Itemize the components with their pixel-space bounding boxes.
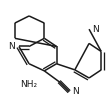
Text: N: N xyxy=(72,87,79,96)
Text: N: N xyxy=(92,25,99,34)
Text: N: N xyxy=(8,42,15,51)
Text: NH₂: NH₂ xyxy=(20,80,38,89)
